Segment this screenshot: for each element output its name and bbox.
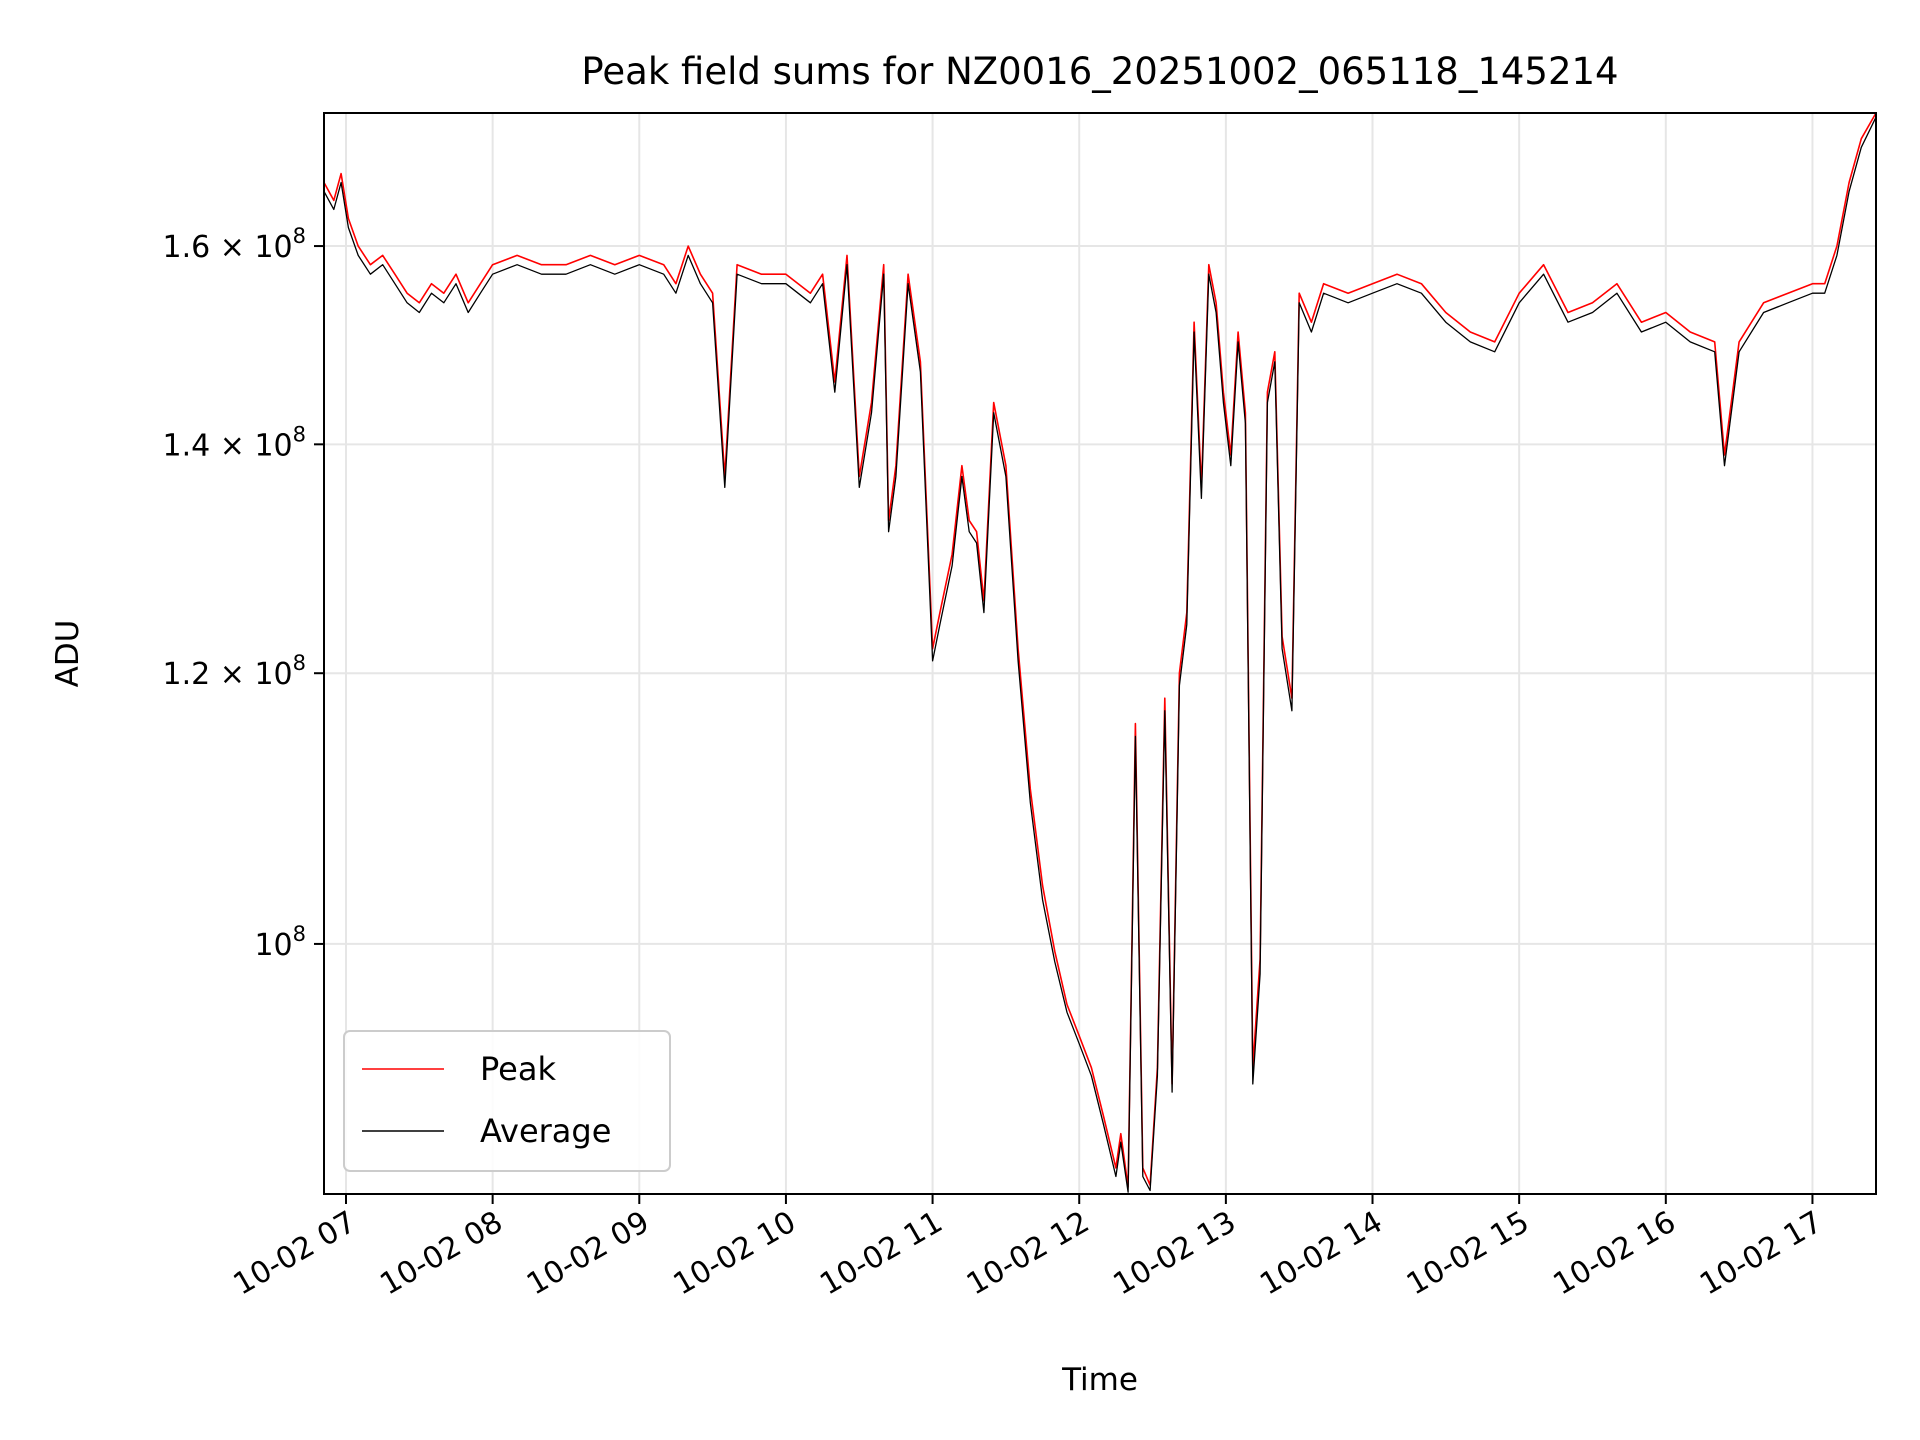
series-line-average: [323, 116, 1877, 1193]
y-tick-label: 108: [254, 922, 306, 963]
y-tick-exponent: 8: [293, 422, 306, 446]
y-tick-base: 1.2 × 10: [163, 657, 293, 692]
series-line-peak: [323, 112, 1877, 1188]
y-tick-label: 1.2 × 108: [163, 651, 306, 692]
y-tick-exponent: 8: [293, 651, 306, 675]
x-axis-label: Time: [1061, 1362, 1138, 1398]
legend-label-average: Average: [480, 1112, 611, 1150]
y-axis-label: ADU: [50, 620, 86, 688]
y-tick-base: 1.4 × 10: [163, 428, 293, 463]
y-tick-label: 1.4 × 108: [163, 422, 306, 463]
plot-frame: [323, 112, 1877, 1195]
y-tick-label: 1.6 × 108: [163, 224, 306, 265]
legend-label-peak: Peak: [480, 1050, 556, 1088]
y-tick-base: 1.6 × 10: [163, 230, 293, 265]
series-layer: [323, 112, 1877, 1193]
y-tick-base: 10: [254, 928, 292, 963]
legend-box: [343, 1030, 671, 1172]
legend: Peak Average: [343, 1030, 671, 1172]
y-tick-exponent: 8: [293, 224, 306, 248]
y-tick-exponent: 8: [293, 922, 306, 946]
chart-title: Peak field sums for NZ0016_20251002_0651…: [581, 50, 1618, 93]
